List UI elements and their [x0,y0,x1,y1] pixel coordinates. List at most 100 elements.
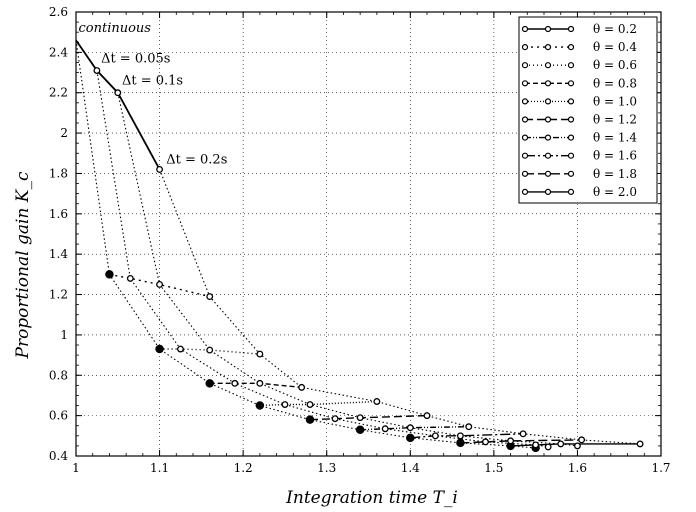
x-tick-label: 1.4 [401,461,420,475]
data-point [205,379,214,388]
y-tick-label: 1.2 [49,288,68,302]
legend-marker [521,116,529,123]
dt-curve [75,40,536,449]
x-tick-label: 1.3 [317,461,336,475]
data-point [373,398,381,405]
annotation-label: Δt = 0.2s [166,152,227,167]
data-point [331,415,339,423]
x-tick-label: 1 [72,461,80,475]
data-point [231,379,239,387]
grid-lines [76,12,661,456]
data-point [431,432,439,440]
legend-marker [567,62,575,69]
dt-curve [117,92,578,447]
data-point [557,440,565,448]
legend-marker [567,43,575,51]
y-tick-label: 0.4 [49,449,68,463]
y-tick-label: 2.2 [49,86,68,100]
markers-layer [93,67,644,453]
legend-marker [544,152,552,159]
data-point [305,415,315,424]
data-point [423,412,431,420]
data-point [177,345,184,353]
x-tick-label: 1.7 [651,461,670,475]
legend-label: θ = 1.4 [593,131,637,145]
legend-marker [567,116,575,123]
annotation-label: continuous [79,21,152,36]
y-axis-title: Proportional gain K_c [13,171,33,359]
y-tick-label: 1.4 [49,247,68,261]
annotations: continuous Δt = 0.05s Δt = 0.1s Δt = 0.2s [79,21,228,167]
x-tick-label: 1.1 [150,461,169,475]
theta-series-line [75,39,161,170]
legend-marker [521,170,529,177]
x-tick-label: 1.6 [568,461,587,475]
y-tick-label: 1 [60,328,68,342]
legend-marker [521,152,529,159]
theta-series-line [460,439,582,444]
y-tick-label: 2 [60,126,68,140]
data-point [114,89,122,97]
data-point [155,344,164,354]
legend-marker [544,98,552,105]
y-tick-label: 2.4 [49,45,68,59]
legend-label: θ = 2.0 [593,185,637,199]
theta-series-line [209,382,302,389]
legend-marker [567,25,575,33]
legend-marker [521,25,529,33]
data-point [507,437,515,445]
annotation-label: Δt = 0.05s [101,51,170,66]
legend-marker [521,43,529,51]
legend-marker [544,116,552,123]
y-tick-label: 2.6 [49,5,68,19]
data-point [356,414,364,422]
legend-marker [521,80,529,87]
legend-marker [544,188,552,195]
data-point [519,430,527,438]
legend-marker [567,188,575,195]
data-point [456,432,464,440]
legend-marker [567,170,575,177]
data-point [465,423,473,431]
legend-marker [544,62,552,69]
legend-marker [567,98,575,105]
y-tick-label: 1.6 [49,207,68,221]
data-point [306,401,314,408]
y-tick-label: 0.8 [49,368,68,382]
legend-marker [567,134,575,141]
annotation-label: Δt = 0.1s [122,74,183,89]
data-point [544,443,552,451]
legend-marker [521,62,529,69]
legend-label: θ = 0.4 [593,40,637,54]
legend-label: θ = 1.8 [593,167,637,181]
data-point [206,346,214,354]
theta-series-line [259,400,377,407]
legend-marker [521,134,529,141]
data-point [156,281,164,288]
data-point [573,442,581,450]
dt-curve [159,169,641,445]
legend-marker [521,188,529,195]
data-point [636,440,644,448]
legend-marker [544,170,552,177]
data-point [355,425,365,435]
data-point [406,424,414,432]
y-tick-label: 1.8 [49,166,68,180]
legend-marker [544,25,552,33]
axis-ticks: 1 1.1 1.2 1.3 1.4 1.5 1.6 1.7 0.4 0.6 0.8 1 1.2 1.4 1.… [49,5,671,475]
data-point [126,274,134,282]
legend-marker [544,134,552,141]
data-point [256,350,264,358]
legend-label: θ = 1.0 [593,94,637,108]
data-point [482,438,489,446]
legend-label: θ = 1.6 [593,149,637,163]
data-point [456,438,465,448]
data-point [156,165,164,173]
legend-marker [544,43,552,51]
data-point [206,293,214,301]
data-point [532,441,540,449]
data-point [578,436,586,444]
data-point [298,383,306,391]
legend-marker [521,98,529,105]
